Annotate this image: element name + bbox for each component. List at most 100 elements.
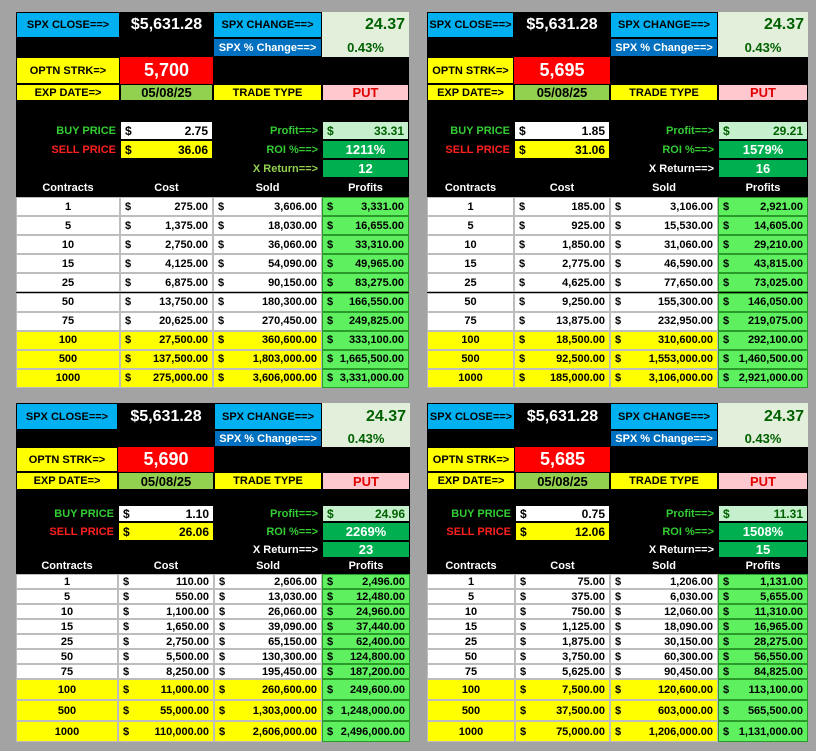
currency-symbol: $ (519, 123, 526, 138)
currency-symbol: $ (615, 276, 622, 289)
sold: $360,600.00 (213, 330, 322, 350)
amount: 90,150.00 (268, 276, 317, 289)
pct-change-label: SPX % Change==> (610, 430, 718, 447)
currency-symbol: $ (327, 725, 334, 738)
currency-symbol: $ (125, 296, 132, 309)
contracts: 15 (427, 254, 514, 274)
strike-label: OPTN STRK=> (427, 57, 514, 84)
contracts: 100 (427, 330, 514, 350)
x-return: 12 (322, 159, 409, 178)
amount: 16,655.00 (355, 219, 404, 232)
strike-label: OPTN STRK=> (427, 447, 515, 472)
sell-price-label: SELL PRICE (445, 143, 510, 156)
amount: 185.00 (571, 200, 605, 213)
spx-close-label: SPX CLOSE==> (427, 12, 514, 38)
currency-symbol: $ (615, 665, 622, 678)
contracts: 15 (427, 619, 515, 634)
spx-close-label: SPX CLOSE==> (16, 12, 120, 38)
amount: 166,550.00 (348, 296, 404, 309)
amount: 185,000.00 (549, 372, 605, 385)
profits: $3,331,000.00 (322, 368, 409, 388)
trade-type: PUT (322, 84, 409, 101)
currency-symbol: $ (615, 575, 622, 588)
currency-symbol: $ (723, 620, 730, 633)
currency-symbol: $ (519, 200, 526, 213)
sell-price-label: SELL PRICE (446, 525, 511, 538)
cost: $4,625.00 (514, 273, 610, 293)
sold: $36,060.00 (213, 235, 322, 255)
cost: $137,500.00 (120, 349, 213, 369)
currency-symbol: $ (520, 620, 527, 633)
amount: 120,600.00 (657, 683, 713, 696)
exp-date-label: EXP DATE=> (16, 472, 118, 490)
currency-symbol: $ (327, 334, 334, 347)
cost: $275.00 (120, 197, 213, 217)
amount: 39,090.00 (268, 620, 317, 633)
trade-type: PUT (718, 472, 808, 490)
buy-price: $0.75 (515, 505, 610, 522)
roi: 1508% (718, 522, 808, 541)
profit-label: Profit==> (666, 507, 714, 520)
amount: 113,100.00 (748, 683, 803, 696)
cost: $7,500.00 (515, 679, 610, 700)
roi-label: ROI %==> (662, 525, 714, 538)
currency-symbol: $ (123, 665, 130, 678)
amount: 36.06 (177, 142, 208, 157)
exp-date: 05/08/25 (118, 472, 214, 490)
panel: SPX CLOSE==> $5,631.28 SPX CHANGE==> 24.37 S… (16, 403, 410, 742)
amount: 15,530.00 (664, 219, 713, 232)
currency-symbol: $ (125, 372, 132, 385)
currency-symbol: $ (218, 334, 225, 347)
amount: 2,496,000.00 (340, 725, 405, 738)
buy-price-label: BUY PRICE (54, 507, 114, 520)
amount: 27,500.00 (159, 334, 208, 347)
currency-symbol: $ (723, 650, 730, 663)
contracts: 25 (427, 273, 514, 293)
amount: 137,500.00 (152, 353, 208, 366)
currency-symbol: $ (615, 296, 622, 309)
contracts: 25 (427, 634, 515, 649)
currency-symbol: $ (327, 635, 334, 648)
profits: $3,331.00 (322, 197, 409, 217)
amount: 90,450.00 (664, 665, 713, 678)
currency-symbol: $ (723, 315, 730, 328)
currency-symbol: $ (125, 257, 132, 270)
amount: 180,300.00 (261, 296, 317, 309)
profit: $11.31 (718, 505, 808, 522)
cost: $1,125.00 (515, 619, 610, 634)
currency-symbol: $ (723, 590, 730, 603)
amount: 43,815.00 (754, 257, 803, 270)
contracts: 10 (427, 604, 515, 619)
sold: $2,606,000.00 (214, 721, 322, 742)
profits: $84,825.00 (718, 664, 808, 679)
amount: 18,090.00 (664, 620, 713, 633)
amount: 292,100.00 (747, 334, 803, 347)
currency-symbol: $ (723, 372, 730, 385)
currency-symbol: $ (125, 353, 132, 366)
sold: $260,600.00 (214, 679, 322, 700)
sold: $31,060.00 (610, 235, 718, 255)
sell-price: $12.06 (515, 522, 610, 541)
spx-change-label: SPX CHANGE==> (610, 403, 718, 430)
currency-symbol: $ (520, 506, 527, 521)
contracts: 25 (16, 273, 120, 293)
amount: 155,300.00 (657, 296, 713, 309)
cost: $185,000.00 (514, 368, 610, 388)
sold: $1,303,000.00 (214, 700, 322, 721)
amount: 75,000.00 (556, 725, 605, 738)
contracts: 50 (427, 649, 515, 664)
contracts: 10 (16, 604, 118, 619)
cost: $5,500.00 (118, 649, 214, 664)
sold: $270,450.00 (213, 311, 322, 331)
x-return-label: X Return==> (648, 543, 714, 556)
amount: 11.31 (773, 506, 803, 521)
spx-change: 24.37 (718, 12, 808, 38)
roi-label: ROI %==> (266, 525, 318, 538)
amount: 3,750.00 (562, 650, 605, 663)
profit: $29.21 (718, 121, 808, 140)
cost: $2,775.00 (514, 254, 610, 274)
profits: $73,025.00 (718, 273, 808, 293)
cost: $1,875.00 (515, 634, 610, 649)
profits: $11,310.00 (718, 604, 808, 619)
amount: 33,310.00 (355, 238, 404, 251)
